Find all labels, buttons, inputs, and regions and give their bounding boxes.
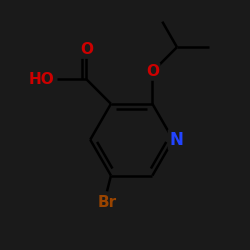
Text: O: O xyxy=(146,64,159,79)
Text: N: N xyxy=(170,131,183,149)
Text: O: O xyxy=(80,42,93,57)
Text: Br: Br xyxy=(98,194,116,210)
Text: HO: HO xyxy=(28,72,54,87)
